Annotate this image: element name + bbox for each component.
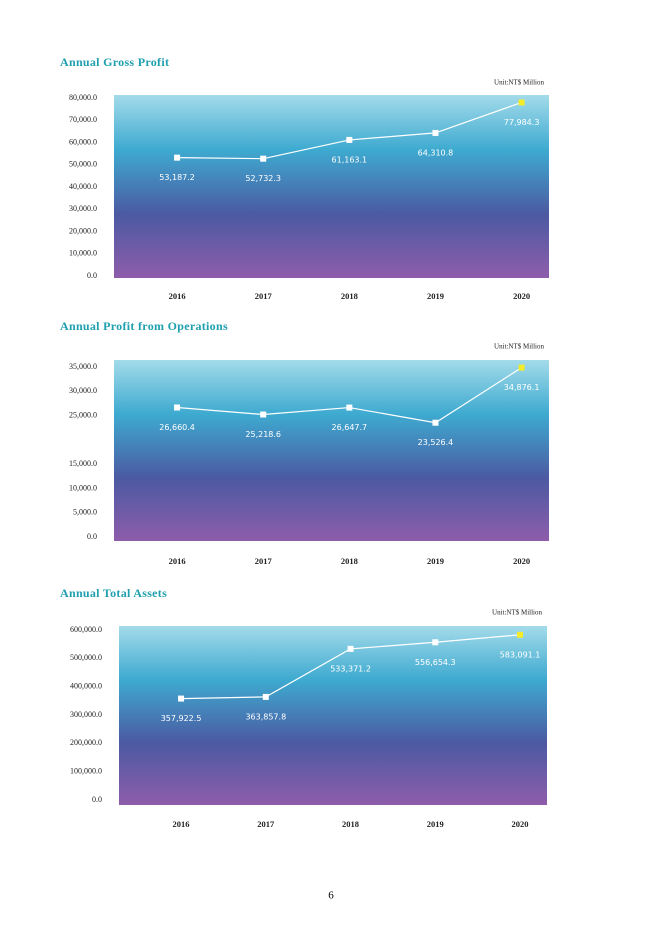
- chart-title: Annual Gross Profit: [60, 55, 169, 69]
- data-point: [518, 364, 525, 371]
- y-tick-label: 25,000.0: [69, 410, 97, 419]
- y-tick-label: 400,000.0: [70, 681, 102, 690]
- y-tick-label: 20,000.0: [69, 226, 97, 235]
- data-point: [346, 404, 353, 411]
- x-tick-label: 2017: [257, 819, 275, 829]
- y-tick-label: 60,000.0: [69, 137, 97, 146]
- data-point: [346, 136, 353, 143]
- data-label: 26,647.7: [332, 423, 368, 432]
- data-label: 23,526.4: [418, 438, 454, 447]
- x-tick-label: 2017: [255, 291, 273, 301]
- data-point: [178, 695, 185, 702]
- y-tick-label: 500,000.0: [70, 653, 102, 662]
- data-label: 26,660.4: [159, 423, 195, 432]
- data-label: 533,371.2: [330, 664, 371, 673]
- plot-area: [114, 95, 549, 278]
- data-label: 53,187.2: [159, 173, 195, 182]
- y-tick-label: 0.0: [92, 795, 102, 804]
- data-point: [518, 99, 525, 106]
- y-tick-label: 35,000.0: [69, 362, 97, 371]
- x-tick-label: 2016: [169, 556, 186, 566]
- data-label: 64,310.8: [418, 148, 454, 157]
- x-tick-label: 2020: [513, 291, 530, 301]
- data-point: [432, 639, 439, 646]
- y-tick-label: 15,000.0: [69, 459, 97, 468]
- data-point: [262, 693, 269, 700]
- data-point: [347, 645, 354, 652]
- plot-area: [119, 626, 547, 805]
- data-label: 34,876.1: [504, 383, 540, 392]
- x-tick-label: 2016: [173, 819, 190, 829]
- y-tick-label: 30,000.0: [69, 386, 97, 395]
- data-label: 556,654.3: [415, 658, 456, 667]
- data-label: 77,984.3: [504, 118, 540, 127]
- y-tick-label: 300,000.0: [70, 710, 102, 719]
- page-number: 6: [328, 890, 334, 902]
- y-tick-label: 5,000.0: [73, 508, 97, 517]
- data-label: 25,218.6: [245, 430, 281, 439]
- data-label: 61,163.1: [332, 155, 368, 164]
- y-tick-label: 200,000.0: [70, 738, 102, 747]
- y-tick-label: 0.0: [87, 271, 97, 280]
- x-tick-label: 2020: [512, 819, 529, 829]
- data-point: [174, 404, 181, 411]
- data-label: 363,857.8: [245, 712, 286, 721]
- data-point: [517, 631, 524, 638]
- y-tick-label: 0.0: [87, 532, 97, 541]
- y-tick-label: 100,000.0: [70, 766, 102, 775]
- y-tick-label: 10,000.0: [69, 483, 97, 492]
- y-tick-label: 40,000.0: [69, 182, 97, 191]
- x-tick-label: 2020: [513, 556, 530, 566]
- data-label: 357,922.5: [161, 714, 202, 723]
- y-tick-label: 10,000.0: [69, 249, 97, 258]
- y-tick-label: 80,000.0: [69, 93, 97, 102]
- x-tick-label: 2019: [427, 819, 444, 829]
- data-label: 583,091.1: [500, 650, 541, 659]
- data-point: [432, 129, 439, 136]
- plot-area: [114, 360, 549, 541]
- y-tick-label: 70,000.0: [69, 115, 97, 124]
- x-tick-label: 2017: [255, 556, 273, 566]
- chart-title: Annual Total Assets: [60, 586, 167, 600]
- unit-label: Unit:NT$ Million: [494, 343, 544, 351]
- y-tick-label: 30,000.0: [69, 204, 97, 213]
- unit-label: Unit:NT$ Million: [494, 79, 544, 87]
- x-tick-label: 2018: [341, 291, 358, 301]
- unit-label: Unit:NT$ Million: [492, 609, 542, 617]
- x-tick-label: 2018: [342, 819, 359, 829]
- data-point: [432, 419, 439, 426]
- data-point: [174, 154, 181, 161]
- x-tick-label: 2018: [341, 556, 358, 566]
- data-label: 52,732.3: [245, 174, 281, 183]
- data-point: [260, 155, 267, 162]
- data-point: [260, 411, 267, 418]
- x-tick-label: 2019: [427, 556, 444, 566]
- y-tick-label: 600,000.0: [70, 625, 102, 634]
- x-tick-label: 2016: [169, 291, 186, 301]
- chart-title: Annual Profit from Operations: [60, 319, 228, 333]
- x-tick-label: 2019: [427, 291, 444, 301]
- y-tick-label: 50,000.0: [69, 160, 97, 169]
